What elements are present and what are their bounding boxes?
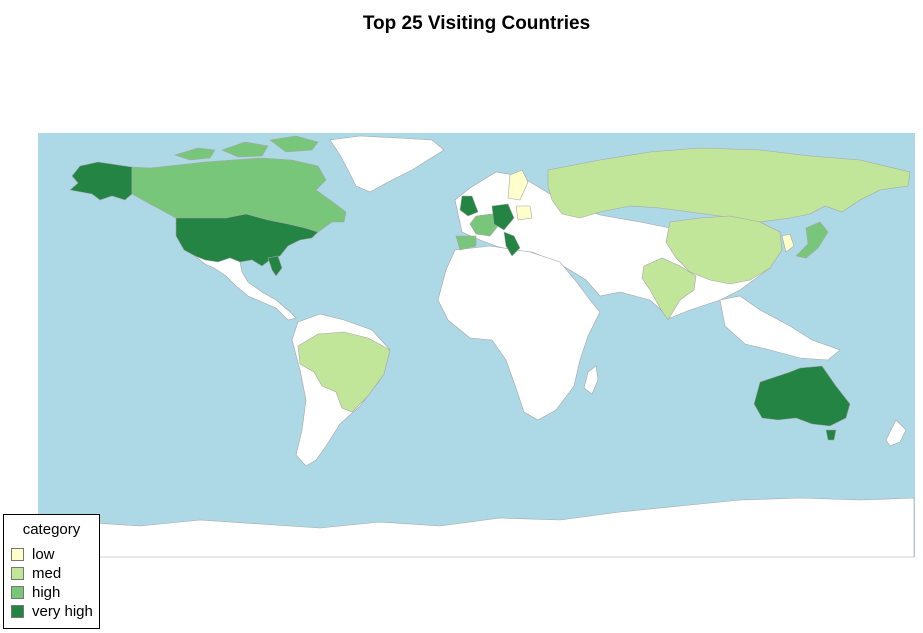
legend-swatch-med (11, 567, 24, 580)
region-poland (515, 205, 533, 221)
legend-label-med: med (32, 565, 62, 582)
legend-label-very-high: very high (32, 603, 93, 620)
map-title: Top 25 Visiting Countries (362, 13, 591, 34)
region-africa (437, 245, 601, 421)
region-france (469, 213, 499, 237)
region-italy (503, 231, 521, 257)
region-madagascar (583, 365, 599, 395)
region-southeast-asia (719, 295, 841, 361)
region-florida (267, 255, 283, 277)
region-brazil (297, 331, 391, 413)
region-canada-islands (174, 135, 319, 161)
region-antarctica (37, 497, 915, 558)
region-sweden (507, 169, 529, 201)
region-alaska (69, 161, 133, 201)
legend-swatch-high (11, 586, 24, 599)
region-south-korea (781, 233, 795, 253)
region-mexico (194, 255, 297, 321)
region-greenland (329, 135, 445, 193)
region-united-kingdom (459, 195, 479, 217)
region-spain (455, 235, 477, 251)
region-japan (795, 221, 829, 259)
legend-label-high: high (32, 584, 61, 601)
region-tasmania (825, 429, 837, 441)
region-china (665, 215, 783, 285)
region-germany (491, 203, 515, 231)
legend-title: category (22, 521, 81, 538)
legend-swatch-very-high (11, 605, 24, 618)
region-australia (753, 365, 851, 427)
legend-label-low: low (32, 546, 55, 563)
region-india (641, 257, 697, 321)
legend: category low med high very high (3, 514, 100, 629)
legend-swatch-low (11, 548, 24, 561)
region-new-zealand (885, 419, 907, 447)
region-russia (547, 147, 911, 223)
